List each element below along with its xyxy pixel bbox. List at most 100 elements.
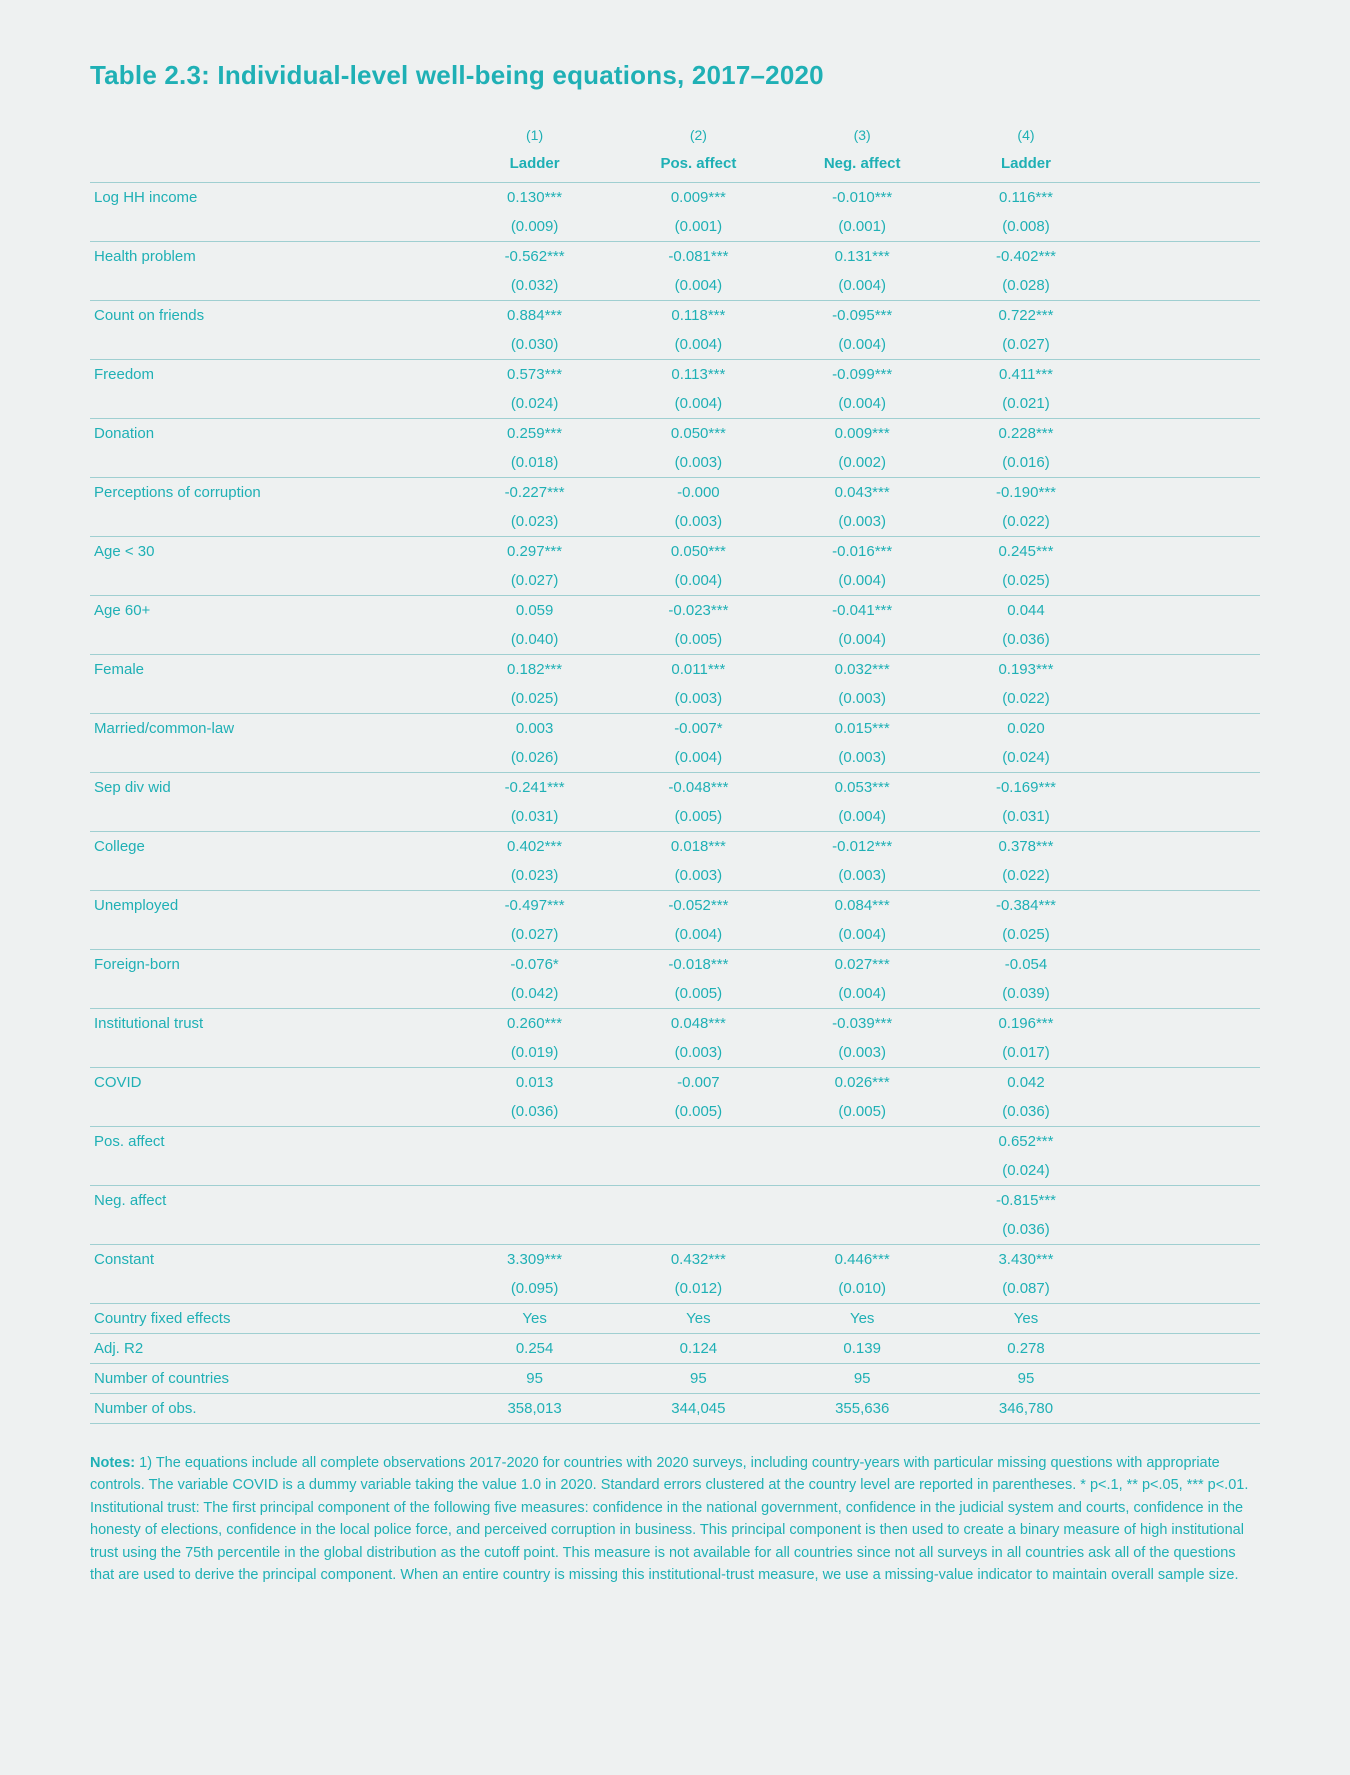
cell: (0.004) (780, 389, 944, 419)
row-label (90, 1215, 453, 1245)
coef-row: Log HH income0.130***0.009***-0.010***0.… (90, 183, 1260, 213)
cell: (0.024) (944, 1156, 1108, 1186)
coef-row: Foreign-born-0.076*-0.018***0.027***-0.0… (90, 950, 1260, 980)
row-label: Number of obs. (90, 1394, 453, 1424)
row-label (90, 1274, 453, 1304)
cell: (0.005) (616, 625, 780, 655)
coef-row: Count on friends0.884***0.118***-0.095**… (90, 301, 1260, 331)
cell: (0.003) (780, 743, 944, 773)
cell: (0.027) (944, 330, 1108, 360)
row-label: Country fixed effects (90, 1304, 453, 1334)
cell: -0.016*** (780, 537, 944, 567)
row-label: COVID (90, 1068, 453, 1098)
cell: (0.032) (453, 271, 617, 301)
coef-row: Freedom0.573***0.113***-0.099***0.411*** (90, 360, 1260, 390)
cell: -0.095*** (780, 301, 944, 331)
cell: (0.004) (616, 330, 780, 360)
se-row: (0.030)(0.004)(0.004)(0.027) (90, 330, 1260, 360)
cell: 0.124 (616, 1334, 780, 1364)
cell: -0.018*** (616, 950, 780, 980)
cell: 0.113*** (616, 360, 780, 390)
se-row: (0.024) (90, 1156, 1260, 1186)
cell: (0.087) (944, 1274, 1108, 1304)
page: Table 2.3: Individual-level well-being e… (0, 0, 1350, 1657)
row-label: Donation (90, 419, 453, 449)
cell: 0.015*** (780, 714, 944, 744)
se-row: (0.026)(0.004)(0.003)(0.024) (90, 743, 1260, 773)
cell: (0.004) (780, 979, 944, 1009)
cell: (0.024) (453, 389, 617, 419)
cell: (0.023) (453, 507, 617, 537)
cell: 0.048*** (616, 1009, 780, 1039)
coef-row: Neg. affect -0.815*** (90, 1186, 1260, 1216)
cell: 0.043*** (780, 478, 944, 508)
notes-label: Notes: (90, 1455, 135, 1471)
cell: (0.016) (944, 448, 1108, 478)
coef-row: Age 60+0.059-0.023***-0.041***0.044 (90, 596, 1260, 626)
row-label: Unemployed (90, 891, 453, 921)
cell: -0.007 (616, 1068, 780, 1098)
cell: 0.053*** (780, 773, 944, 803)
cell: (0.004) (780, 802, 944, 832)
cell: (0.017) (944, 1038, 1108, 1068)
cell: 0.130*** (453, 183, 617, 213)
cell: (0.003) (780, 1038, 944, 1068)
cell (616, 1186, 780, 1216)
cell: (0.028) (944, 271, 1108, 301)
cell: 0.018*** (616, 832, 780, 862)
cell: -0.039*** (780, 1009, 944, 1039)
row-label (90, 1156, 453, 1186)
cell: 0.259*** (453, 419, 617, 449)
cell: 0.009*** (616, 183, 780, 213)
cell: 0.228*** (944, 419, 1108, 449)
cell: (0.004) (780, 920, 944, 950)
cell (453, 1215, 617, 1245)
cell: 3.430*** (944, 1245, 1108, 1275)
cell: 344,045 (616, 1394, 780, 1424)
cell: -0.190*** (944, 478, 1108, 508)
cell: -0.000 (616, 478, 780, 508)
cell: 0.278 (944, 1334, 1108, 1364)
cell: 0.118*** (616, 301, 780, 331)
row-label (90, 212, 453, 242)
row-label: Neg. affect (90, 1186, 453, 1216)
se-row: (0.027)(0.004)(0.004)(0.025) (90, 566, 1260, 596)
cell: (0.004) (616, 271, 780, 301)
cell: (0.036) (944, 1215, 1108, 1245)
cell: (0.003) (780, 684, 944, 714)
row-label: Married/common-law (90, 714, 453, 744)
cell: -0.815*** (944, 1186, 1108, 1216)
se-row: (0.027)(0.004)(0.004)(0.025) (90, 920, 1260, 950)
cell: -0.081*** (616, 242, 780, 272)
cell: (0.039) (944, 979, 1108, 1009)
row-label: Number of countries (90, 1364, 453, 1394)
cell: 0.411*** (944, 360, 1108, 390)
cell: 0.573*** (453, 360, 617, 390)
regression-table: (1)(2)(3)(4)LadderPos. affectNeg. affect… (90, 121, 1260, 1424)
cell: (0.003) (616, 1038, 780, 1068)
notes-text: 1) The equations include all complete ob… (90, 1455, 1248, 1583)
cell: 0.432*** (616, 1245, 780, 1275)
row-label: Constant (90, 1245, 453, 1275)
cell: 0.032*** (780, 655, 944, 685)
cell: Yes (944, 1304, 1108, 1334)
cell: (0.002) (780, 448, 944, 478)
cell: Yes (780, 1304, 944, 1334)
cell: (0.004) (616, 920, 780, 950)
cell: (0.004) (780, 330, 944, 360)
cell: (0.004) (616, 566, 780, 596)
cell: 0.003 (453, 714, 617, 744)
se-row: (0.023)(0.003)(0.003)(0.022) (90, 507, 1260, 537)
cell: (0.021) (944, 389, 1108, 419)
cell: (0.031) (453, 802, 617, 832)
cell: -0.227*** (453, 478, 617, 508)
cell: 0.013 (453, 1068, 617, 1098)
cell: (4) (944, 121, 1108, 149)
row-label: Log HH income (90, 183, 453, 213)
coef-row: Married/common-law0.003-0.007*0.015***0.… (90, 714, 1260, 744)
row-label (90, 1097, 453, 1127)
cell: (0.004) (780, 271, 944, 301)
cell: (0.004) (780, 566, 944, 596)
cell: -0.023*** (616, 596, 780, 626)
cell: 0.042 (944, 1068, 1108, 1098)
